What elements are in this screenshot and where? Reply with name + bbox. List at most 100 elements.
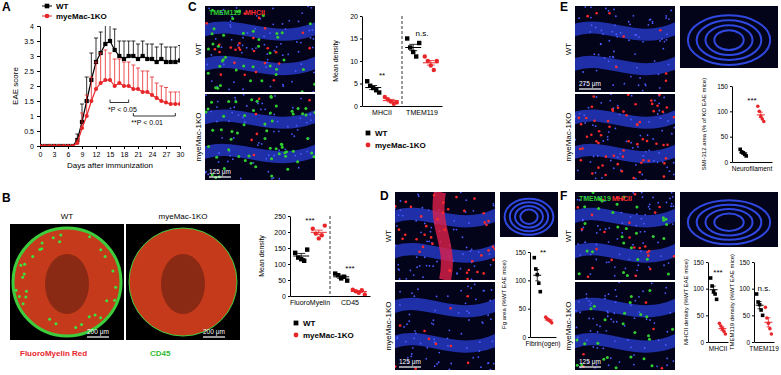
decoration	[233, 106, 235, 108]
data-point	[709, 276, 713, 280]
decoration	[468, 222, 470, 224]
decoration	[240, 178, 242, 180]
data-point	[71, 144, 75, 146]
panel-label: B	[2, 191, 11, 205]
decoration	[161, 254, 205, 314]
decoration	[652, 138, 654, 140]
decoration	[616, 163, 619, 166]
decoration	[210, 111, 212, 113]
decoration	[300, 98, 302, 100]
legend-label: WT	[375, 129, 388, 138]
decoration	[634, 53, 636, 55]
decoration	[477, 356, 479, 358]
decoration	[578, 272, 581, 275]
decoration	[592, 192, 595, 194]
y-tick: 50	[519, 305, 530, 312]
decoration	[257, 45, 260, 48]
decoration	[420, 343, 422, 345]
x-tick-label: 27	[163, 151, 171, 158]
decoration	[239, 49, 242, 52]
x-tick: 9	[81, 146, 85, 158]
decoration	[270, 96, 273, 99]
data-point	[75, 141, 79, 145]
decoration	[608, 125, 611, 128]
data-point	[145, 57, 149, 61]
decoration	[582, 219, 584, 221]
decoration	[648, 121, 650, 123]
error-bar	[127, 41, 131, 56]
decoration	[589, 273, 591, 275]
decoration	[648, 206, 650, 208]
decoration	[579, 366, 601, 367]
decoration	[301, 90, 304, 92]
decoration	[472, 357, 474, 359]
decoration	[644, 214, 646, 216]
decoration	[269, 32, 271, 34]
data-point	[432, 68, 436, 72]
y-tick: 0	[30, 143, 40, 150]
decoration	[405, 201, 408, 204]
decoration	[308, 30, 310, 32]
decoration	[234, 100, 237, 103]
y-tick: 4	[30, 23, 40, 30]
x-tick: FluoroMyelin	[290, 296, 330, 307]
error-bar	[178, 46, 180, 61]
decoration	[604, 295, 606, 297]
decoration	[284, 148, 286, 150]
error-bar	[89, 53, 93, 80]
y-tick-mark	[528, 280, 530, 281]
decoration	[647, 334, 650, 337]
scale-bar-label: 125 μm	[579, 358, 601, 366]
decoration	[242, 88, 244, 90]
group-label: myeMac-1KO	[194, 113, 203, 162]
decoration	[588, 300, 590, 302]
x-tick-mark	[166, 146, 167, 149]
decoration	[672, 360, 674, 362]
decoration	[447, 338, 449, 340]
x-tick-mark	[68, 146, 69, 149]
decoration	[398, 228, 401, 231]
decoration	[31, 255, 34, 258]
decoration	[211, 129, 214, 132]
decoration	[488, 362, 490, 364]
data-point	[405, 36, 409, 40]
decoration	[647, 254, 650, 257]
decoration	[576, 327, 578, 329]
decoration	[227, 161, 229, 163]
decoration	[238, 42, 241, 45]
decoration	[436, 261, 438, 263]
decoration	[267, 59, 269, 61]
decoration	[295, 70, 297, 72]
panel-label: E	[560, 0, 568, 14]
x-tick: TMEM119	[406, 106, 438, 116]
decoration	[647, 134, 649, 136]
decoration	[296, 160, 299, 163]
error-bar	[741, 152, 745, 154]
y-axis: 050100150200250	[274, 213, 290, 300]
decoration	[653, 160, 655, 162]
decoration	[660, 255, 662, 257]
error-bar	[169, 47, 173, 62]
decoration	[616, 321, 618, 323]
decoration	[424, 223, 426, 225]
decoration	[460, 192, 462, 193]
decoration	[296, 125, 298, 127]
decoration	[253, 50, 256, 53]
significance: ***	[713, 268, 722, 277]
decoration	[667, 120, 669, 122]
decoration	[466, 247, 468, 249]
decoration	[80, 323, 83, 326]
decoration	[297, 107, 300, 110]
decoration	[293, 135, 295, 137]
decoration	[221, 137, 223, 139]
data-point	[103, 42, 107, 46]
data-point	[762, 120, 766, 124]
decoration	[672, 223, 674, 225]
decoration	[644, 245, 647, 248]
y-tick-label: 150	[739, 259, 750, 266]
decoration	[575, 310, 577, 312]
decoration	[608, 131, 610, 133]
decoration	[645, 315, 648, 318]
error-bar	[164, 47, 168, 62]
y-tick-label: 100	[717, 108, 728, 115]
